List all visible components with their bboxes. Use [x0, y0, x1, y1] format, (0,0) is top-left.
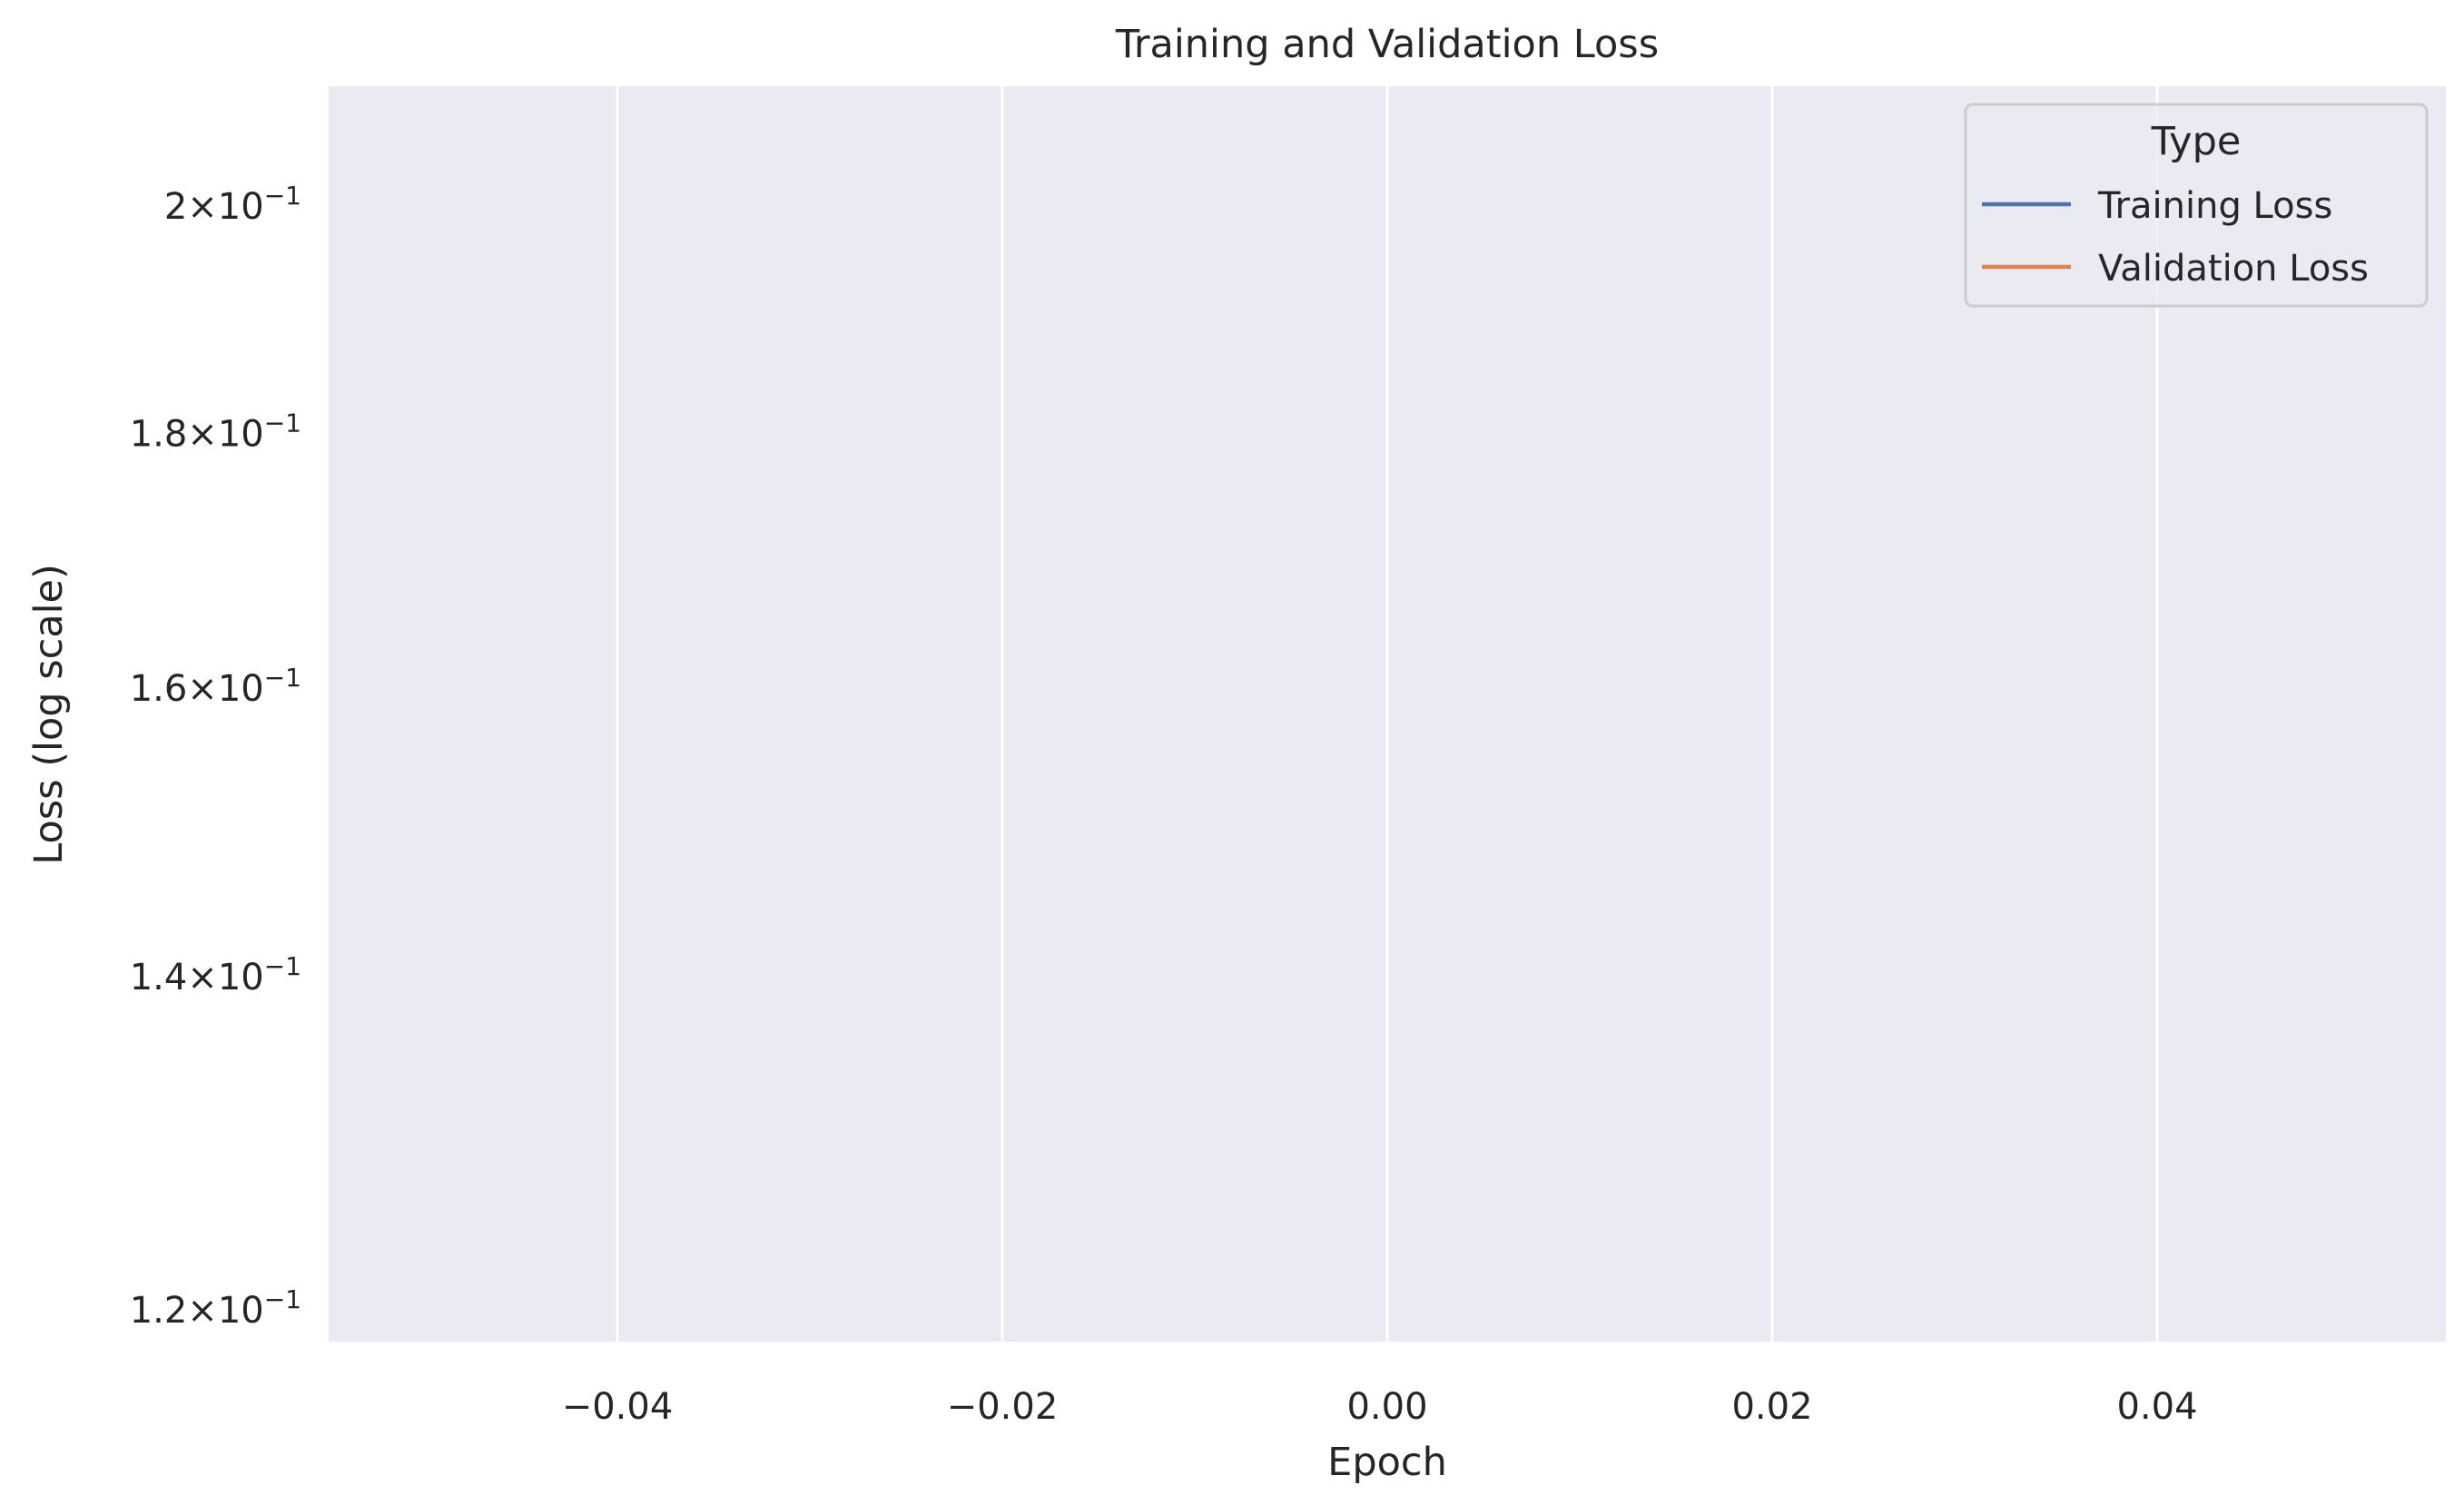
x-tick-label: 0.00	[1346, 1386, 1427, 1428]
x-tick-label: 0.02	[1731, 1386, 1812, 1428]
legend-entries: Training Loss Validation Loss	[1982, 185, 2369, 290]
legend: Type Training Loss Validation Loss	[1964, 103, 2429, 308]
y-axis-label: Loss (log scale)	[26, 564, 72, 865]
y-tick-label: 1.4×10−1	[130, 951, 301, 998]
legend-label: Training Loss	[2097, 185, 2332, 227]
x-axis-ticks: −0.04 −0.02 0.00 0.02 0.04	[562, 1386, 2198, 1428]
y-tick-label: 1.2×10−1	[130, 1284, 301, 1332]
legend-title: Type	[2151, 119, 2242, 164]
y-axis-ticks: 2×10−1 1.8×10−1 1.6×10−1 1.4×10−1 1.2×10−1	[130, 181, 301, 1332]
legend-label: Validation Loss	[2098, 248, 2369, 290]
x-axis-label: Epoch	[1327, 1440, 1447, 1485]
x-tick-label: 0.04	[2116, 1386, 2197, 1428]
y-tick-label: 2×10−1	[164, 181, 301, 228]
y-tick-label: 1.8×10−1	[130, 408, 301, 456]
y-tick-label: 1.6×10−1	[130, 663, 301, 710]
x-tick-label: −0.04	[562, 1386, 674, 1428]
x-tick-label: −0.02	[947, 1386, 1059, 1428]
legend-box	[1964, 103, 2429, 308]
chart-title: Training and Validation Loss	[1115, 22, 1659, 67]
